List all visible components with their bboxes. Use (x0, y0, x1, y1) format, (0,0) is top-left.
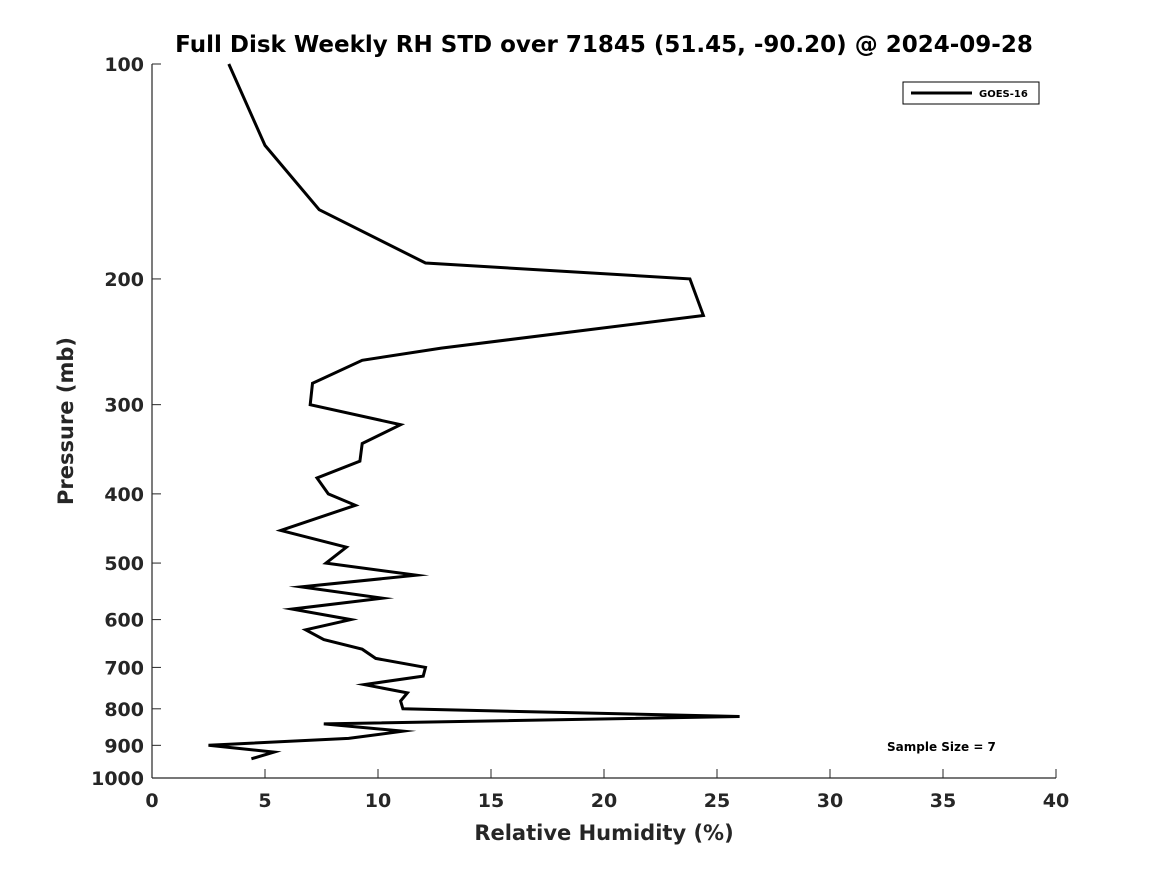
sample-size-annotation: Sample Size = 7 (887, 740, 996, 754)
y-tick-label: 800 (104, 699, 144, 721)
series-layer (208, 63, 740, 761)
y-tick-label: 700 (104, 657, 144, 679)
x-tick-label: 30 (817, 790, 843, 812)
legend-label-goes-16: GOES-16 (979, 89, 1028, 100)
y-axis-label: Pressure (mb) (54, 337, 78, 505)
y-tick-label: 100 (104, 54, 144, 76)
x-tick-label: 5 (258, 790, 271, 812)
y-tick-label: 500 (104, 553, 144, 575)
axis-ticks: 0 5 10 15 20 25 30 35 40 100 200 300 400 500 600 700 800… (91, 54, 1069, 812)
x-axis-label: Relative Humidity (%) (474, 821, 733, 845)
x-tick-label: 40 (1043, 790, 1069, 812)
x-tick-label: 35 (930, 790, 956, 812)
x-tick-label: 20 (591, 790, 617, 812)
chart-title: Full Disk Weekly RH STD over 71845 (51.4… (175, 32, 1033, 58)
x-tick-label: 15 (478, 790, 504, 812)
y-tick-label: 600 (104, 610, 144, 632)
series-line-goes-16 (208, 63, 740, 761)
y-tick-label: 900 (104, 735, 144, 757)
x-tick-label: 25 (704, 790, 730, 812)
x-tick-label: 10 (365, 790, 391, 812)
legend: GOES-16 (902, 81, 1040, 105)
y-tick-label: 1000 (91, 768, 144, 790)
y-tick-label: 200 (104, 269, 144, 291)
y-tick-label: 400 (104, 484, 144, 506)
x-tick-label: 0 (145, 790, 158, 812)
y-tick-label: 300 (104, 395, 144, 417)
